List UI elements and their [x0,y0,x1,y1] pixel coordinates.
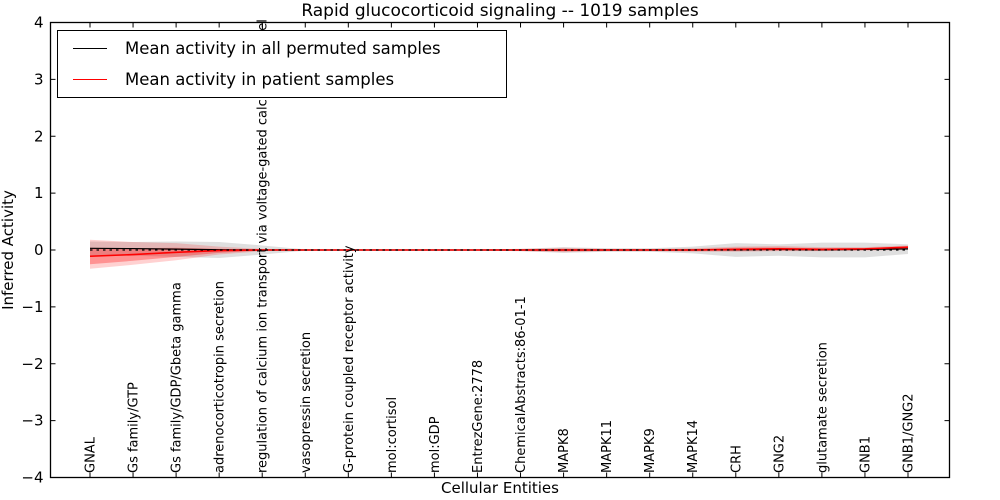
x-axis-label: Cellular Entities [441,479,559,497]
x-tick-label: GNAL [84,436,99,473]
legend-label-patient: Mean activity in patient samples [125,70,395,89]
x-tick-label: regulation of calcium ion transport via … [256,19,271,473]
x-tick-label: glutamate secretion [815,342,830,473]
x-tick-label: mol:cortisol [385,397,400,473]
x-tick-label: EntrezGene:2778 [471,360,486,473]
x-tick-label: GNG2 [772,435,787,473]
x-tick-label: Gs family/GDP/Gbeta gamma [170,282,185,473]
y-tick-label: 2 [34,127,44,145]
x-tick-label: MAPK14 [686,420,701,473]
x-tick-label: MAPK11 [600,420,615,473]
x-tick-label: MAPK8 [557,428,572,473]
patient-band-inner [90,246,908,265]
x-tick-label: Gs family/GTP [127,382,142,473]
legend-item-patient: Mean activity in patient samples [73,64,506,95]
x-tick-label: GNB1/GNG2 [902,393,917,473]
x-tick-label: vasopressin secretion [299,332,314,473]
legend-label-permuted: Mean activity in all permuted samples [125,39,441,58]
legend-item-permuted: Mean activity in all permuted samples [73,33,506,64]
x-tick-label: MAPK9 [643,428,658,473]
y-tick-label: −4 [21,469,43,487]
y-tick-label: −3 [21,412,43,430]
chart-title: Rapid glucocorticoid signaling -- 1019 s… [301,1,699,21]
x-tick-label: adrenocorticotropin secretion [213,281,228,473]
patient-mean-line [89,246,909,258]
y-tick-label: 4 [34,14,44,32]
x-tick-label: CRH [729,445,744,473]
x-tick-label: G-protein coupled receptor activity [342,245,357,473]
y-tick-label: 1 [34,184,44,202]
y-tick-label: −1 [21,298,43,316]
patient-line-swatch [73,79,107,80]
x-tick-label: GNB1 [858,436,873,473]
x-tick-label: mol:GDP [428,416,443,473]
legend: Mean activity in all permuted samples Me… [57,30,507,98]
y-tick-label: −2 [21,355,43,373]
y-tick-label: 3 [34,70,44,88]
y-axis-label: Inferred Activity [0,190,17,310]
y-tick-label: 0 [34,241,44,259]
permuted-line-swatch [73,48,107,49]
x-tick-label: ChemicalAbstracts:86-01-1 [514,296,529,473]
